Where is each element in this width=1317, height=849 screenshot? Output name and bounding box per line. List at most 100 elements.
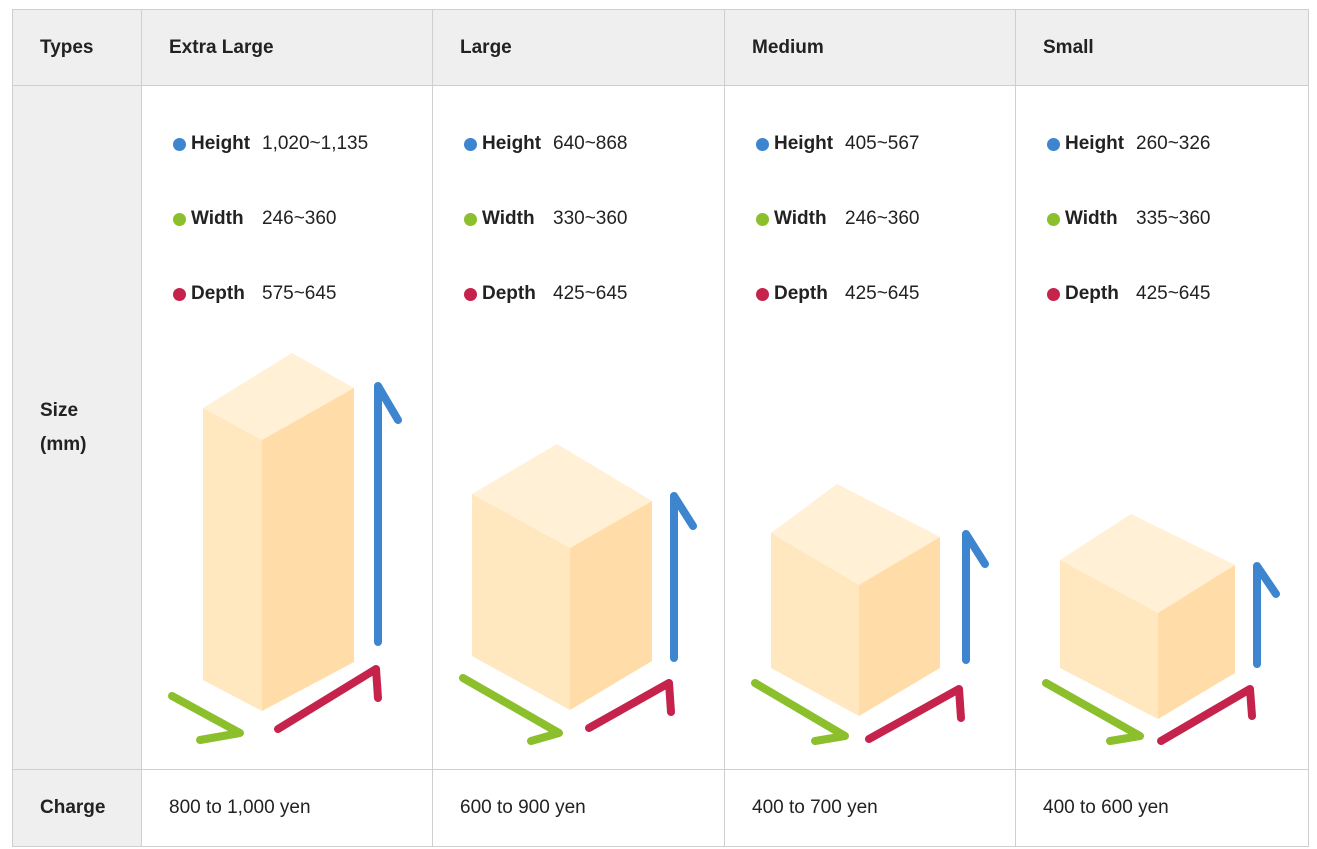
box-left-face (472, 494, 570, 710)
height-arrow-icon (1253, 562, 1280, 668)
height-dot-icon (756, 137, 769, 151)
large-box-illustration (459, 444, 697, 745)
box-top-face (771, 484, 940, 585)
box-top-face (472, 444, 652, 548)
dimension-label: Height (774, 133, 834, 154)
box-right-face (570, 501, 652, 710)
depth-dot-icon (756, 287, 769, 301)
dimension-value: 335~360 (1136, 208, 1211, 229)
dimension-label: Width (774, 208, 827, 229)
dimension-label: Height (1065, 133, 1125, 154)
dimension-label: Depth (1065, 283, 1119, 304)
dimension-label: Width (1065, 208, 1118, 229)
dimension-width: Width 246~360 (756, 205, 920, 233)
charge-row: Charge 800 to 1,000 yen 600 to 900 yen 4… (12, 769, 1309, 847)
type-header-small: Small (1015, 9, 1309, 86)
dimension-label: Width (482, 208, 535, 229)
dimension-label: Width (191, 208, 244, 229)
dimension-value: 246~360 (262, 208, 337, 229)
size-label-text: Size (40, 399, 79, 421)
dimension-value: 425~645 (553, 283, 628, 304)
dimension-width: Width 246~360 (173, 205, 368, 233)
luggage-size-table: Types Extra Large Large Medium Small Siz… (12, 9, 1309, 847)
size-label-unit: (mm) (40, 433, 87, 455)
width-arrow-icon (168, 692, 244, 744)
height-dot-icon (1047, 137, 1060, 151)
dimension-depth: Depth 425~645 (1047, 280, 1211, 308)
charge-label: Charge (12, 769, 142, 847)
size-label: Size (mm) (12, 85, 142, 770)
type-header-medium: Medium (724, 9, 1016, 86)
dimension-height: Height 405~567 (756, 130, 920, 158)
height-dot-icon (173, 137, 186, 151)
box-right-face (262, 388, 354, 711)
box-right-face (859, 537, 940, 716)
dimension-value: 1,020~1,135 (262, 133, 369, 154)
depth-arrow-icon (1157, 685, 1256, 745)
dimension-value: 425~645 (845, 283, 920, 304)
box-top-face (1060, 514, 1235, 613)
height-arrow-icon (670, 492, 697, 662)
types-header: Types (12, 9, 142, 86)
small-box-illustration (1042, 514, 1280, 745)
size-row: Size (mm) Height 1,020~1,135 Width 246~360… (12, 85, 1309, 770)
charge-medium: 400 to 700 yen (724, 769, 1016, 847)
size-cell-large: Height 640~868 Width 330~360 Depth 425~645 (432, 85, 725, 770)
depth-arrow-icon (865, 685, 965, 743)
charge-extra-large: 800 to 1,000 yen (141, 769, 433, 847)
size-cell-medium: Height 405~567 Width 246~360 Depth 425~645 (724, 85, 1016, 770)
depth-dot-icon (173, 287, 186, 301)
dimension-label: Depth (191, 283, 245, 304)
box-right-face (1158, 565, 1235, 719)
box-left-face (203, 408, 262, 711)
dimension-depth: Depth 575~645 (173, 280, 368, 308)
box-left-face (771, 533, 859, 716)
dimension-list: Height 260~326 Width 335~360 Depth 425~645 (1047, 130, 1211, 355)
depth-arrow-icon (585, 679, 675, 732)
dimension-label: Height (191, 133, 251, 154)
dimension-value: 405~567 (845, 133, 920, 154)
dimension-height: Height 1,020~1,135 (173, 130, 368, 158)
type-header-large: Large (432, 9, 725, 86)
height-dot-icon (464, 137, 477, 151)
height-arrow-icon (962, 530, 989, 664)
header-row: Types Extra Large Large Medium Small (12, 9, 1309, 86)
width-arrow-icon (1042, 679, 1144, 745)
charge-small: 400 to 600 yen (1015, 769, 1309, 847)
size-cell-extra-large: Height 1,020~1,135 Width 246~360 Depth 575~… (141, 85, 433, 770)
dimension-value: 425~645 (1136, 283, 1211, 304)
width-arrow-icon (751, 679, 849, 745)
dimension-list: Height 640~868 Width 330~360 Depth 425~645 (464, 130, 628, 355)
medium-box-illustration (751, 484, 989, 745)
dimension-width: Width 335~360 (1047, 205, 1211, 233)
dimension-label: Depth (774, 283, 828, 304)
extra-large-box-illustration (168, 353, 402, 744)
size-cell-small: Height 260~326 Width 335~360 Depth 425~645 (1015, 85, 1309, 770)
dimension-depth: Depth 425~645 (464, 280, 628, 308)
width-arrow-icon (459, 674, 563, 745)
box-left-face (1060, 560, 1158, 719)
dimension-height: Height 640~868 (464, 130, 628, 158)
width-dot-icon (464, 212, 477, 226)
width-dot-icon (756, 212, 769, 226)
height-arrow-icon (374, 382, 402, 646)
depth-dot-icon (1047, 287, 1060, 301)
width-dot-icon (1047, 212, 1060, 226)
dimension-label: Depth (482, 283, 536, 304)
dimension-value: 640~868 (553, 133, 628, 154)
type-header-extra-large: Extra Large (141, 9, 433, 86)
charge-large: 600 to 900 yen (432, 769, 725, 847)
dimension-height: Height 260~326 (1047, 130, 1211, 158)
depth-dot-icon (464, 287, 477, 301)
dimension-width: Width 330~360 (464, 205, 628, 233)
dimension-list: Height 405~567 Width 246~360 Depth 425~645 (756, 130, 920, 355)
depth-arrow-icon (274, 665, 382, 733)
width-dot-icon (173, 212, 186, 226)
dimension-value: 330~360 (553, 208, 628, 229)
dimension-value: 575~645 (262, 283, 337, 304)
dimension-value: 260~326 (1136, 133, 1211, 154)
dimension-label: Height (482, 133, 542, 154)
box-top-face (203, 353, 354, 440)
dimension-depth: Depth 425~645 (756, 280, 920, 308)
dimension-value: 246~360 (845, 208, 920, 229)
